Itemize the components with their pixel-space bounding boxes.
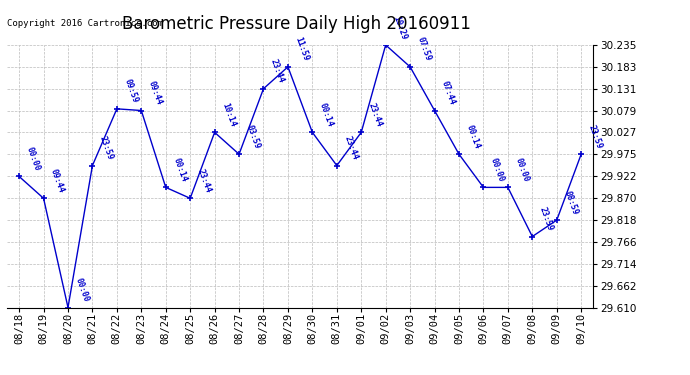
Text: 09:44: 09:44 — [147, 80, 164, 106]
Text: 00:00: 00:00 — [25, 146, 41, 172]
Text: Copyright 2016 Cartronics.com: Copyright 2016 Cartronics.com — [7, 19, 163, 28]
Text: 23:44: 23:44 — [367, 102, 384, 128]
Text: Barometric Pressure Daily High 20160911: Barometric Pressure Daily High 20160911 — [122, 15, 471, 33]
Text: 09:44: 09:44 — [49, 168, 66, 194]
Text: 00:00: 00:00 — [513, 157, 531, 183]
Text: 23:44: 23:44 — [196, 168, 213, 194]
Text: 00:14: 00:14 — [464, 123, 482, 150]
Text: 00:00: 00:00 — [74, 277, 90, 303]
Text: 10:14: 10:14 — [220, 102, 237, 128]
Text: 10:29: 10:29 — [391, 14, 408, 41]
Text: 07:59: 07:59 — [415, 36, 433, 63]
Text: 03:59: 03:59 — [245, 123, 262, 150]
Text: 11:59: 11:59 — [293, 36, 310, 63]
Text: 07:44: 07:44 — [440, 80, 457, 106]
Text: Pressure  (Inches/Hg): Pressure (Inches/Hg) — [457, 24, 581, 34]
Text: 23:59: 23:59 — [586, 123, 604, 150]
Text: 23:44: 23:44 — [342, 135, 359, 161]
Text: 00:00: 00:00 — [489, 157, 506, 183]
Text: 08:59: 08:59 — [562, 189, 580, 216]
Text: 00:14: 00:14 — [171, 157, 188, 183]
Text: 23:59: 23:59 — [98, 135, 115, 161]
Text: 09:59: 09:59 — [122, 78, 139, 105]
Text: 23:59: 23:59 — [538, 206, 555, 232]
Text: 23:44: 23:44 — [269, 58, 286, 84]
Text: 00:14: 00:14 — [318, 102, 335, 128]
